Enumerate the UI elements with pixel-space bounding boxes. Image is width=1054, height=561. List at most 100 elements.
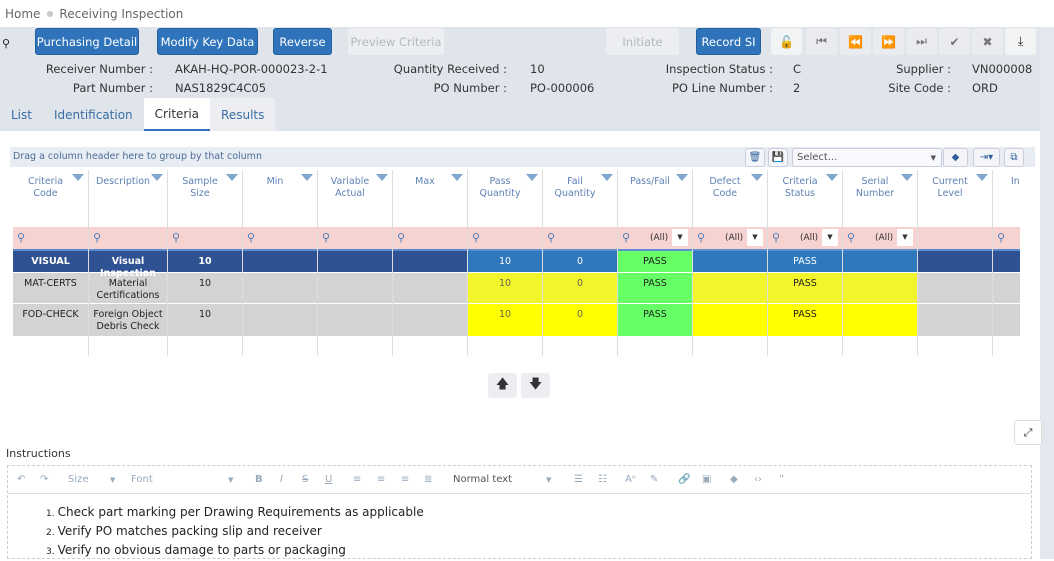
grid-cell[interactable]: 0 bbox=[543, 272, 617, 303]
filter-cell[interactable]: ⚲ bbox=[543, 227, 617, 249]
filter-dropdown[interactable]: (All) ▼ bbox=[636, 229, 688, 246]
grid-cell[interactable]: 10 bbox=[468, 303, 542, 336]
record-si-button[interactable]: Record SI bbox=[696, 28, 761, 55]
column-header[interactable]: Criteria Status bbox=[768, 170, 842, 227]
filter-cell[interactable]: ⚲ (All) ▼ bbox=[843, 227, 917, 249]
clear-format-eraser-icon[interactable]: ◆ bbox=[730, 474, 738, 485]
filter-funnel-icon[interactable] bbox=[451, 174, 463, 181]
column-header[interactable]: Pass Quantity bbox=[468, 170, 542, 227]
filter-funnel-icon[interactable] bbox=[72, 174, 84, 181]
grid-cell[interactable]: PASS bbox=[768, 249, 842, 272]
filter-cell[interactable]: ⚲ (All) ▼ bbox=[693, 227, 767, 249]
grid-cell[interactable]: MAT-CERTS bbox=[13, 272, 88, 303]
grid-cell[interactable]: VISUAL bbox=[13, 249, 88, 272]
size-select[interactable]: Size bbox=[68, 474, 89, 485]
strikethrough-icon[interactable]: S bbox=[302, 474, 309, 485]
grid-cell[interactable] bbox=[393, 303, 467, 336]
align-right-icon[interactable]: ≡ bbox=[401, 474, 410, 485]
save-layout-icon[interactable]: 💾 bbox=[768, 148, 788, 167]
ordered-list-icon[interactable]: ☰ bbox=[574, 474, 583, 485]
grid-cell[interactable]: Foreign Object Debris Check bbox=[89, 303, 167, 336]
column-header[interactable]: Current Level bbox=[918, 170, 992, 227]
tab-identification[interactable]: Identification bbox=[42, 98, 144, 131]
redo-icon[interactable]: ↷ bbox=[40, 474, 49, 485]
filter-funnel-icon[interactable] bbox=[676, 174, 688, 181]
justify-icon[interactable]: ≣ bbox=[424, 474, 433, 485]
underline-icon[interactable]: U bbox=[325, 474, 333, 485]
grid-cell[interactable] bbox=[918, 272, 992, 303]
tab-list[interactable]: List bbox=[0, 98, 43, 131]
filter-cell[interactable]: ⚲ bbox=[89, 227, 167, 249]
grid-cell[interactable] bbox=[243, 249, 317, 272]
grid-cell[interactable]: Visual Inspection bbox=[89, 249, 167, 279]
column-header[interactable]: Min bbox=[243, 170, 317, 227]
filter-funnel-icon[interactable] bbox=[976, 174, 988, 181]
grid-cell[interactable]: PASS bbox=[618, 249, 692, 272]
close-icon[interactable]: ✖ bbox=[972, 28, 1003, 55]
grid-cell[interactable] bbox=[918, 303, 992, 336]
grid-cell[interactable] bbox=[693, 249, 767, 272]
tab-results[interactable]: Results bbox=[210, 98, 276, 131]
grid-cell[interactable]: 10 bbox=[468, 272, 542, 303]
filter-cell[interactable]: ⚲ bbox=[993, 227, 1020, 249]
block-format-select[interactable]: Normal text bbox=[453, 474, 513, 485]
next-record-icon[interactable]: ⏩ bbox=[873, 28, 904, 55]
filter-funnel-icon[interactable] bbox=[751, 174, 763, 181]
move-up-arrow-icon[interactable]: 🡅 bbox=[488, 373, 517, 398]
grid-cell[interactable] bbox=[993, 303, 1020, 336]
previous-record-icon[interactable]: ⏪ bbox=[840, 28, 871, 55]
grid-cell[interactable] bbox=[393, 272, 467, 303]
filter-funnel-icon[interactable] bbox=[301, 174, 313, 181]
grid-cell[interactable]: PASS bbox=[768, 303, 842, 336]
grid-cell[interactable]: PASS bbox=[768, 272, 842, 303]
grid-cell[interactable] bbox=[318, 249, 392, 272]
blockquote-icon[interactable]: ” bbox=[779, 474, 785, 485]
filter-cell[interactable]: ⚲ bbox=[243, 227, 317, 249]
grid-cell[interactable] bbox=[843, 272, 917, 303]
unlock-icon[interactable]: 🔓 bbox=[771, 28, 802, 55]
last-record-icon[interactable]: ⏭ bbox=[906, 28, 937, 55]
export-menu-icon[interactable]: ⇥▾ bbox=[973, 148, 1000, 167]
instructions-editor[interactable]: ↶ ↷ Size ▼ Font ▼ B I S U ≡ ≡ ≡ ≣ Normal… bbox=[7, 465, 1032, 559]
filter-dropdown[interactable]: (All) ▼ bbox=[711, 229, 763, 246]
filter-funnel-icon[interactable] bbox=[901, 174, 913, 181]
grid-cell[interactable]: 10 bbox=[168, 249, 242, 272]
filter-cell[interactable]: ⚲ bbox=[393, 227, 467, 249]
column-header[interactable]: Sample Size bbox=[168, 170, 242, 227]
purchasing-detail-button[interactable]: Purchasing Detail bbox=[35, 28, 139, 55]
grid-cell[interactable] bbox=[243, 272, 317, 303]
initiate-button[interactable]: Initiate bbox=[606, 28, 679, 55]
column-header[interactable]: Insp L bbox=[993, 170, 1020, 227]
highlight-pen-icon[interactable]: ✎ bbox=[650, 474, 659, 485]
undo-icon[interactable]: ↶ bbox=[17, 474, 26, 485]
filter-funnel-icon[interactable] bbox=[826, 174, 838, 181]
search-detail-icon[interactable]: ⚲ bbox=[2, 37, 11, 50]
column-header[interactable]: Max bbox=[393, 170, 467, 227]
grid-cell[interactable]: 10 bbox=[168, 303, 242, 336]
image-icon[interactable]: ▣ bbox=[702, 474, 712, 485]
font-select[interactable]: Font bbox=[131, 474, 153, 485]
first-record-icon[interactable]: ⏮ bbox=[806, 28, 837, 55]
filter-funnel-icon[interactable] bbox=[226, 174, 238, 181]
reverse-button[interactable]: Reverse bbox=[273, 28, 332, 55]
filter-cell[interactable]: ⚲ bbox=[318, 227, 392, 249]
unordered-list-icon[interactable]: ☷ bbox=[598, 474, 607, 485]
column-header[interactable]: Pass/Fail bbox=[618, 170, 692, 227]
grid-cell[interactable]: Material Certifications bbox=[89, 272, 167, 303]
page-scrollbar[interactable] bbox=[1040, 27, 1054, 559]
column-header[interactable]: Variable Actual bbox=[318, 170, 392, 227]
code-view-icon[interactable]: ‹› bbox=[754, 474, 762, 485]
preview-criteria-button[interactable]: Preview Criteria bbox=[348, 28, 444, 55]
check-icon[interactable]: ✔ bbox=[939, 28, 970, 55]
filter-dropdown[interactable]: (All) ▼ bbox=[786, 229, 838, 246]
filter-funnel-icon[interactable] bbox=[601, 174, 613, 181]
grid-cell[interactable] bbox=[393, 249, 467, 272]
column-header[interactable]: Defect Code bbox=[693, 170, 767, 227]
filter-cell[interactable]: ⚲ bbox=[468, 227, 542, 249]
grid-cell[interactable] bbox=[993, 272, 1020, 303]
filter-cell[interactable]: ⚲ bbox=[13, 227, 88, 249]
filter-cell[interactable]: ⚲ (All) ▼ bbox=[618, 227, 692, 249]
align-left-icon[interactable]: ≡ bbox=[353, 474, 362, 485]
grid-cell[interactable]: PASS bbox=[618, 272, 692, 303]
grid-cell[interactable]: PASS bbox=[618, 303, 692, 336]
